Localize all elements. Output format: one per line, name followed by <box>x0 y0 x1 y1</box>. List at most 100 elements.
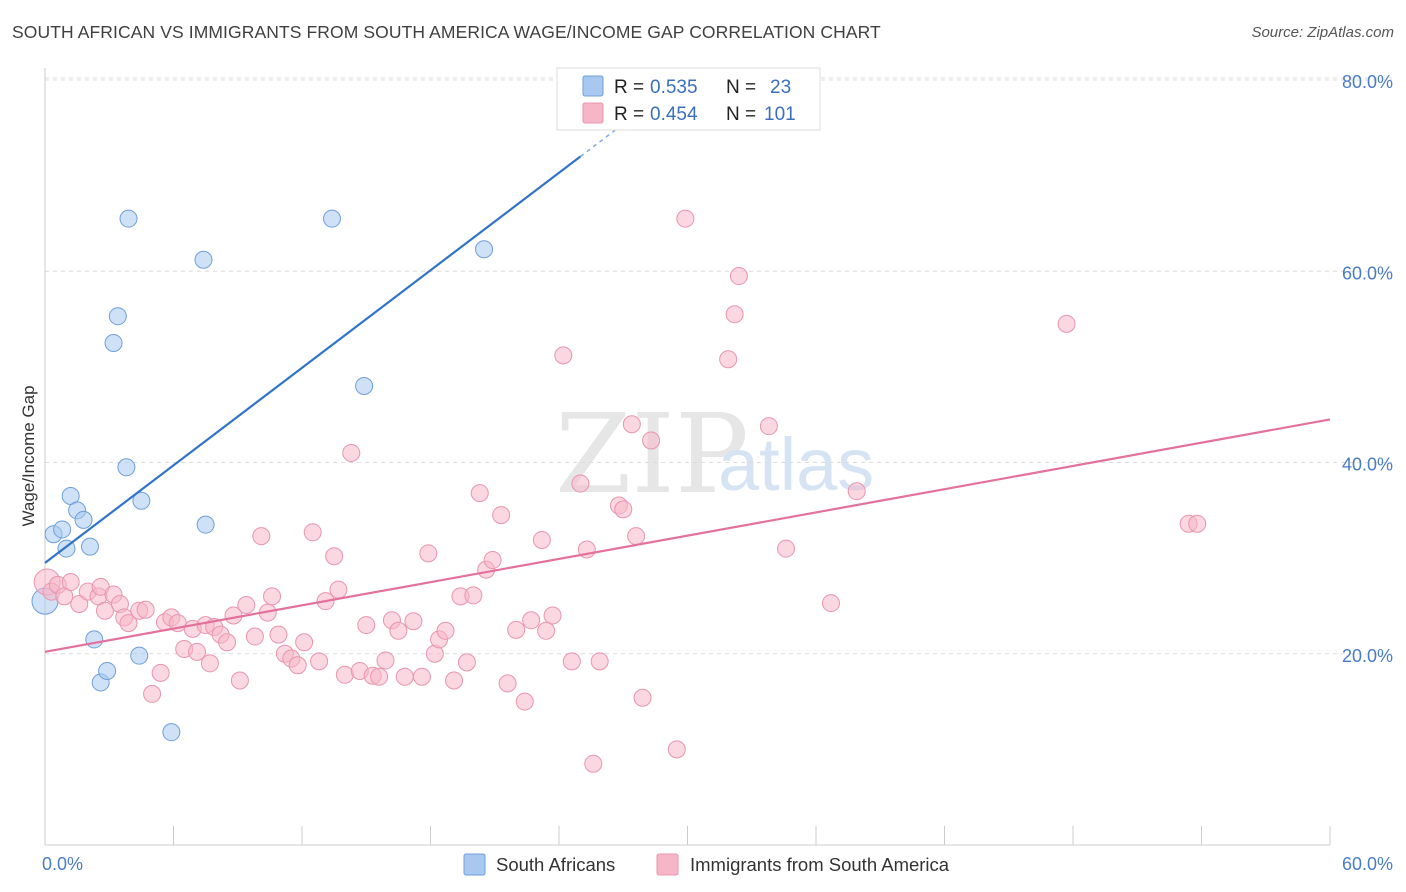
data-point <box>777 539 796 558</box>
legend-r-label-0: R = <box>614 77 644 98</box>
correlation-legend: R = 0.535 N = 23 R = 0.454 N = 101 <box>556 67 821 131</box>
data-point <box>376 651 395 670</box>
data-point <box>108 307 127 326</box>
data-point <box>719 350 738 369</box>
data-point <box>821 594 840 613</box>
data-point <box>263 587 282 606</box>
data-point <box>237 595 256 614</box>
data-point <box>119 614 138 633</box>
series-immigrants-points <box>33 209 1207 773</box>
data-point <box>85 630 104 649</box>
data-point <box>515 692 534 711</box>
data-point <box>342 443 361 462</box>
watermark: ZIP atlas <box>555 390 874 518</box>
x-tick-label-0: 0.0% <box>42 854 83 874</box>
data-point <box>395 667 414 686</box>
data-point <box>622 415 641 434</box>
data-point <box>230 671 249 690</box>
data-point <box>269 625 288 644</box>
data-point <box>61 573 80 592</box>
data-point <box>464 586 483 605</box>
data-point <box>335 665 354 684</box>
legend-r-value-1: 0.454 <box>650 104 698 125</box>
data-point <box>188 642 207 661</box>
data-point <box>136 600 155 619</box>
legend-n-value-0: 23 <box>770 77 791 98</box>
data-point <box>543 606 562 625</box>
data-point <box>584 754 603 773</box>
data-point <box>436 621 455 640</box>
y-axis-label: Wage/Income Gap <box>19 385 38 526</box>
legend-swatch-immigrants <box>582 102 604 124</box>
legend-swatch-south-africans <box>582 75 604 97</box>
data-point <box>143 684 162 703</box>
data-point <box>507 620 526 639</box>
data-point <box>676 209 695 228</box>
data-point <box>80 537 99 556</box>
data-point <box>325 547 344 566</box>
data-point <box>119 209 138 228</box>
series-label-south-africans: South Africans <box>496 854 615 875</box>
data-point <box>357 616 376 635</box>
data-point <box>729 267 748 286</box>
data-point <box>252 527 271 546</box>
data-point <box>590 652 609 671</box>
data-point <box>310 652 329 671</box>
data-point <box>194 250 213 269</box>
data-point <box>419 544 438 563</box>
y-tick-label-1: 40.0% <box>1342 455 1393 475</box>
y-tick-label-3: 80.0% <box>1342 72 1393 92</box>
data-point <box>104 333 123 352</box>
data-points <box>31 209 1207 773</box>
y-tick-labels: 20.0% 40.0% 60.0% 80.0% <box>1342 72 1393 666</box>
series-label-immigrants: Immigrants from South America <box>690 854 950 875</box>
data-point <box>218 633 237 652</box>
data-point <box>404 612 423 631</box>
y-tick-label-0: 20.0% <box>1342 646 1393 666</box>
chart-title: SOUTH AFRICAN VS IMMIGRANTS FROM SOUTH A… <box>12 22 881 42</box>
data-point <box>200 654 219 673</box>
data-point <box>470 484 489 503</box>
data-point <box>53 520 72 539</box>
data-point <box>642 431 661 450</box>
data-point <box>389 621 408 640</box>
data-point <box>571 474 590 493</box>
watermark-zip: ZIP <box>555 390 749 518</box>
legend-n-value-1: 101 <box>764 104 796 125</box>
data-point <box>355 377 374 395</box>
legend-r-value-0: 0.535 <box>650 77 698 98</box>
data-point <box>483 551 502 570</box>
data-point <box>475 240 494 259</box>
legend-n-label-0: N = <box>726 77 756 98</box>
data-point <box>303 523 322 542</box>
legend-n-label-1: N = <box>726 104 756 125</box>
data-point <box>74 510 93 529</box>
data-point <box>522 611 541 630</box>
data-point <box>196 515 215 534</box>
data-point <box>847 482 866 501</box>
trend-lines <box>44 115 1331 653</box>
data-point <box>445 671 464 690</box>
grid-lines <box>45 77 1392 655</box>
data-point <box>614 500 633 519</box>
legend-r-label-1: R = <box>614 104 644 125</box>
data-point <box>98 661 117 680</box>
data-point <box>537 621 556 640</box>
data-point <box>322 209 341 228</box>
data-point <box>457 653 476 672</box>
data-point <box>498 674 517 693</box>
data-point <box>412 667 431 686</box>
data-point <box>329 580 348 599</box>
data-point <box>245 627 264 646</box>
trend-line-0 <box>44 155 582 564</box>
data-point <box>492 506 511 525</box>
x-tick-label-1: 60.0% <box>1342 854 1393 874</box>
data-point <box>667 740 686 759</box>
data-point <box>633 688 652 707</box>
data-point <box>162 723 181 742</box>
data-point <box>295 633 314 652</box>
y-tick-label-2: 60.0% <box>1342 263 1393 283</box>
series-legend: South Africans Immigrants from South Ame… <box>463 853 950 876</box>
axes <box>44 68 1331 846</box>
data-point <box>532 530 551 549</box>
